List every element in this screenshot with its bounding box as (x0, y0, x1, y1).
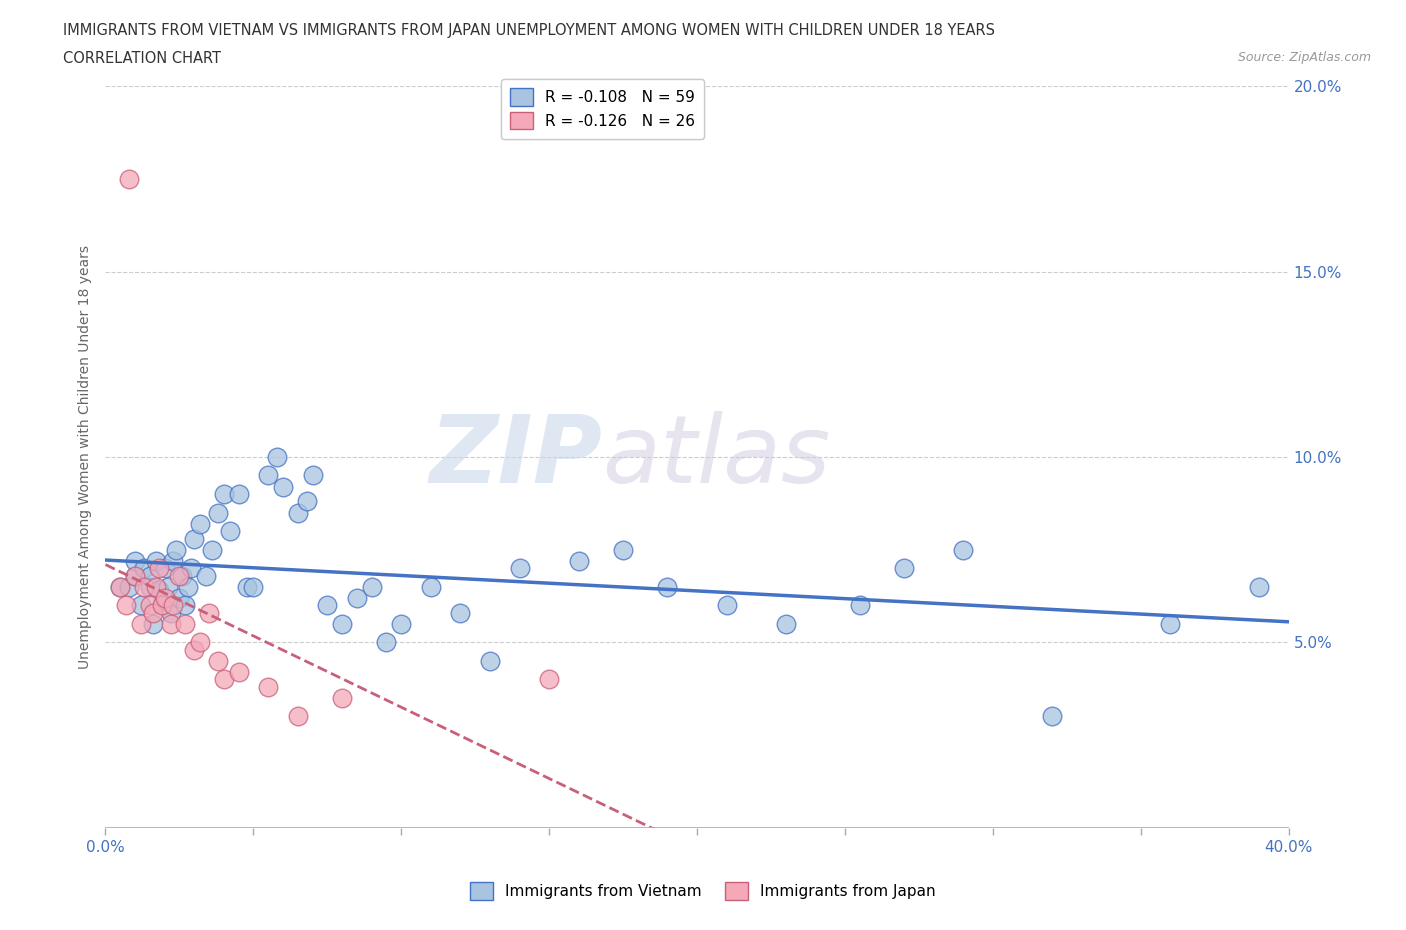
Point (449, 605, 471, 620)
Text: ZIP: ZIP (429, 411, 602, 503)
Point (172, 568, 194, 583)
Point (156, 579, 179, 594)
Text: IMMIGRANTS FROM VIETNAM VS IMMIGRANTS FROM JAPAN UNEMPLOYMENT AMONG WOMEN WITH C: IMMIGRANTS FROM VIETNAM VS IMMIGRANTS FR… (63, 23, 995, 38)
Point (1159, 617, 1181, 631)
Point (330, 617, 353, 631)
Point (132, 561, 155, 576)
Point (207, 505, 229, 520)
Point (177, 579, 200, 594)
Point (236, 579, 259, 594)
Point (142, 605, 165, 620)
Point (301, 468, 323, 483)
Point (139, 598, 162, 613)
Point (165, 542, 187, 557)
Point (271, 479, 294, 494)
Point (316, 598, 339, 613)
Point (183, 643, 205, 658)
Point (848, 598, 870, 613)
Point (150, 598, 173, 613)
Point (110, 579, 132, 594)
Point (115, 598, 138, 613)
Point (148, 561, 170, 576)
Point (174, 617, 197, 631)
Point (287, 505, 309, 520)
Point (242, 579, 264, 594)
Point (142, 617, 165, 631)
Point (148, 583, 170, 598)
Point (129, 617, 152, 631)
Text: CORRELATION CHART: CORRELATION CHART (63, 51, 221, 66)
Point (188, 635, 211, 650)
Point (195, 568, 218, 583)
Point (657, 579, 679, 594)
Point (419, 579, 441, 594)
Point (169, 568, 191, 583)
Point (360, 579, 382, 594)
Point (118, 579, 141, 594)
Point (952, 542, 974, 557)
Point (257, 680, 280, 695)
Point (1040, 709, 1063, 724)
Point (612, 542, 634, 557)
Point (153, 591, 176, 605)
Point (124, 553, 146, 568)
Point (153, 561, 176, 576)
Point (174, 598, 197, 613)
Point (509, 561, 531, 576)
Point (124, 568, 146, 583)
Point (212, 672, 235, 687)
Point (159, 605, 181, 620)
Point (478, 654, 501, 669)
Point (228, 665, 250, 680)
Point (389, 617, 412, 631)
Y-axis label: Unemployment Among Women with Children Under 18 years: Unemployment Among Women with Children U… (79, 245, 93, 669)
Point (375, 635, 398, 650)
Point (118, 171, 141, 186)
Point (893, 561, 915, 576)
Point (287, 709, 309, 724)
Point (207, 654, 229, 669)
Point (568, 553, 591, 568)
Point (110, 579, 132, 594)
Point (775, 617, 797, 631)
Point (218, 524, 240, 538)
Point (330, 690, 353, 705)
Point (129, 598, 152, 613)
Point (162, 553, 184, 568)
Point (180, 561, 202, 576)
Point (1247, 579, 1270, 594)
Point (145, 553, 167, 568)
Point (198, 605, 221, 620)
Point (169, 591, 191, 605)
Point (183, 531, 205, 546)
Point (212, 486, 235, 501)
Point (266, 449, 288, 464)
Point (188, 516, 211, 531)
Point (139, 568, 162, 583)
Text: Source: ZipAtlas.com: Source: ZipAtlas.com (1237, 51, 1371, 64)
Point (257, 468, 280, 483)
Legend: R = -0.108   N = 59, R = -0.126   N = 26: R = -0.108 N = 59, R = -0.126 N = 26 (501, 79, 704, 139)
Point (716, 598, 738, 613)
Point (145, 579, 167, 594)
Legend: Immigrants from Vietnam, Immigrants from Japan: Immigrants from Vietnam, Immigrants from… (464, 876, 942, 906)
Point (159, 617, 181, 631)
Text: atlas: atlas (602, 411, 831, 502)
Point (346, 591, 368, 605)
Point (201, 542, 224, 557)
Point (162, 598, 184, 613)
Point (132, 579, 155, 594)
Point (124, 568, 146, 583)
Point (228, 486, 250, 501)
Point (139, 579, 162, 594)
Point (150, 598, 173, 613)
Point (538, 672, 561, 687)
Point (295, 494, 318, 509)
